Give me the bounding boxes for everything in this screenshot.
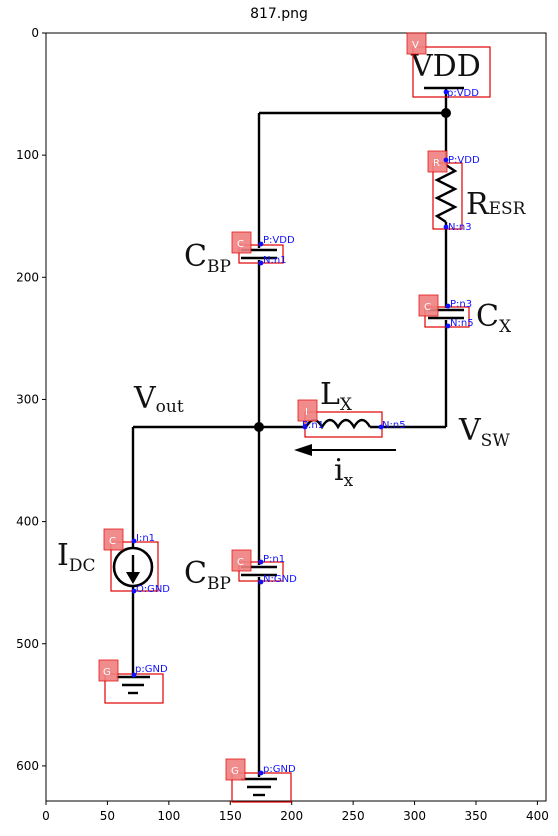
type-tag-text: C [109, 536, 116, 547]
x-tick-label: 400 [526, 809, 549, 823]
pin-label: p:GND [263, 764, 296, 775]
bbox [432, 162, 463, 230]
y-tick-label: 300 [16, 392, 39, 406]
y-tick-label: 100 [16, 148, 39, 162]
type-tag [418, 294, 439, 317]
type-tag-text: C [424, 302, 431, 313]
circuit-wires [112, 86, 464, 797]
pin-label: P:n1 [263, 554, 285, 565]
annotation-idc: C I:n1 O:GND [103, 528, 170, 595]
pin-label: N:GND [263, 574, 297, 585]
ix-arrow-head [294, 444, 312, 456]
pin-label: P:n3 [450, 299, 472, 310]
pin-dot [445, 323, 451, 329]
x-tick-label: 150 [219, 809, 242, 823]
x-axis-ticks: 0 50 100 150 200 250 300 350 400 [42, 801, 549, 823]
circuit-text: VDD RESR CBP CX Vout LX VSW ix IDC CBP [57, 49, 527, 594]
type-tag-text: R [433, 158, 440, 169]
pin-dot [258, 241, 264, 247]
vdd-label: VDD [410, 49, 481, 84]
bbox [412, 46, 491, 98]
vout-label: Vout [133, 381, 184, 417]
pin-dot [378, 424, 384, 430]
pin-label: N:n5 [450, 318, 474, 329]
pin-label: O:GND [136, 584, 170, 595]
bbox [304, 411, 383, 438]
pin-dot [258, 559, 264, 565]
type-tag [231, 549, 252, 572]
annotation-cbp-bot: C P:n1 N:GND [231, 549, 297, 585]
y-tick-label: 600 [16, 759, 39, 773]
figure-title: 817.png [250, 6, 308, 22]
pin-label: N:n3 [448, 222, 472, 233]
pin-dot [258, 770, 264, 776]
annotation-v-vdd: V p:VDD [406, 32, 491, 99]
pin-dot [443, 89, 449, 95]
annotation-overlays: V p:VDD R P:VDD N:n3 C P:VDD N:n1 [98, 32, 491, 803]
y-tick-label: 200 [16, 270, 39, 284]
lx-label: LX [320, 377, 353, 415]
y-axis-ticks: 0 100 200 300 400 500 600 [16, 26, 46, 773]
y-tick-label: 500 [16, 637, 39, 651]
type-tag [103, 528, 124, 551]
annotation-lx: I P:n1 N:n5 [297, 399, 406, 438]
annotation-cbp-top: C P:VDD N:n1 [231, 231, 295, 266]
x-tick-label: 100 [157, 809, 180, 823]
x-tick-label: 350 [465, 809, 488, 823]
pin-dot [131, 672, 137, 678]
x-tick-label: 200 [280, 809, 303, 823]
pin-dot [131, 538, 137, 544]
type-tag [98, 659, 119, 682]
pin-dot [258, 260, 264, 266]
pin-label: P:VDD [448, 155, 480, 166]
cbp-top-label: CBP [184, 239, 231, 277]
type-tag-text: I [305, 407, 308, 418]
resr-label: RESR [466, 187, 527, 222]
pin-label: N:n5 [382, 420, 406, 431]
pin-label: P:VDD [263, 235, 295, 246]
vsw-label: VSW [458, 413, 510, 451]
ix-label: ix [334, 453, 354, 491]
pin-label: p:GND [135, 664, 168, 675]
pin-label: I:n1 [136, 533, 155, 544]
pin-label: N:n1 [263, 255, 287, 266]
idc-label: IDC [57, 538, 96, 576]
type-tag [225, 758, 246, 781]
pin-dot [131, 588, 137, 594]
annotation-ground-1: G p:GND [98, 659, 168, 704]
x-tick-label: 250 [342, 809, 365, 823]
type-tag-text: V [412, 40, 419, 51]
axes-frame [45, 32, 547, 802]
pin-dot [258, 579, 264, 585]
x-tick-label: 300 [403, 809, 426, 823]
x-tick-label: 0 [42, 809, 50, 823]
current-source-arrow-head [126, 572, 140, 584]
pin-label: P:n1 [302, 420, 324, 431]
y-tick-label: 0 [31, 26, 39, 40]
type-tag-text: C [237, 239, 244, 250]
annotation-cx: C P:n3 N:n5 [418, 294, 474, 329]
pin-label: p:VDD [447, 88, 479, 99]
pin-dot [302, 424, 308, 430]
type-tag-text: G [231, 766, 239, 777]
type-tag [406, 32, 427, 55]
resr-zigzag [434, 164, 458, 223]
type-tag-text: C [237, 557, 244, 568]
type-tag [297, 399, 318, 422]
type-tag-text: G [103, 667, 111, 678]
annotation-r-esr: R P:VDD N:n3 [427, 150, 480, 233]
y-tick-label: 400 [16, 515, 39, 529]
pin-dot [443, 224, 449, 230]
pin-dot [443, 157, 449, 163]
annotation-ground-2: G p:GND [225, 758, 296, 803]
cbp-bot-label: CBP [184, 556, 231, 594]
cx-label: CX [476, 299, 512, 337]
pin-dot [445, 303, 451, 309]
x-tick-label: 50 [100, 809, 115, 823]
type-tag [231, 231, 252, 254]
